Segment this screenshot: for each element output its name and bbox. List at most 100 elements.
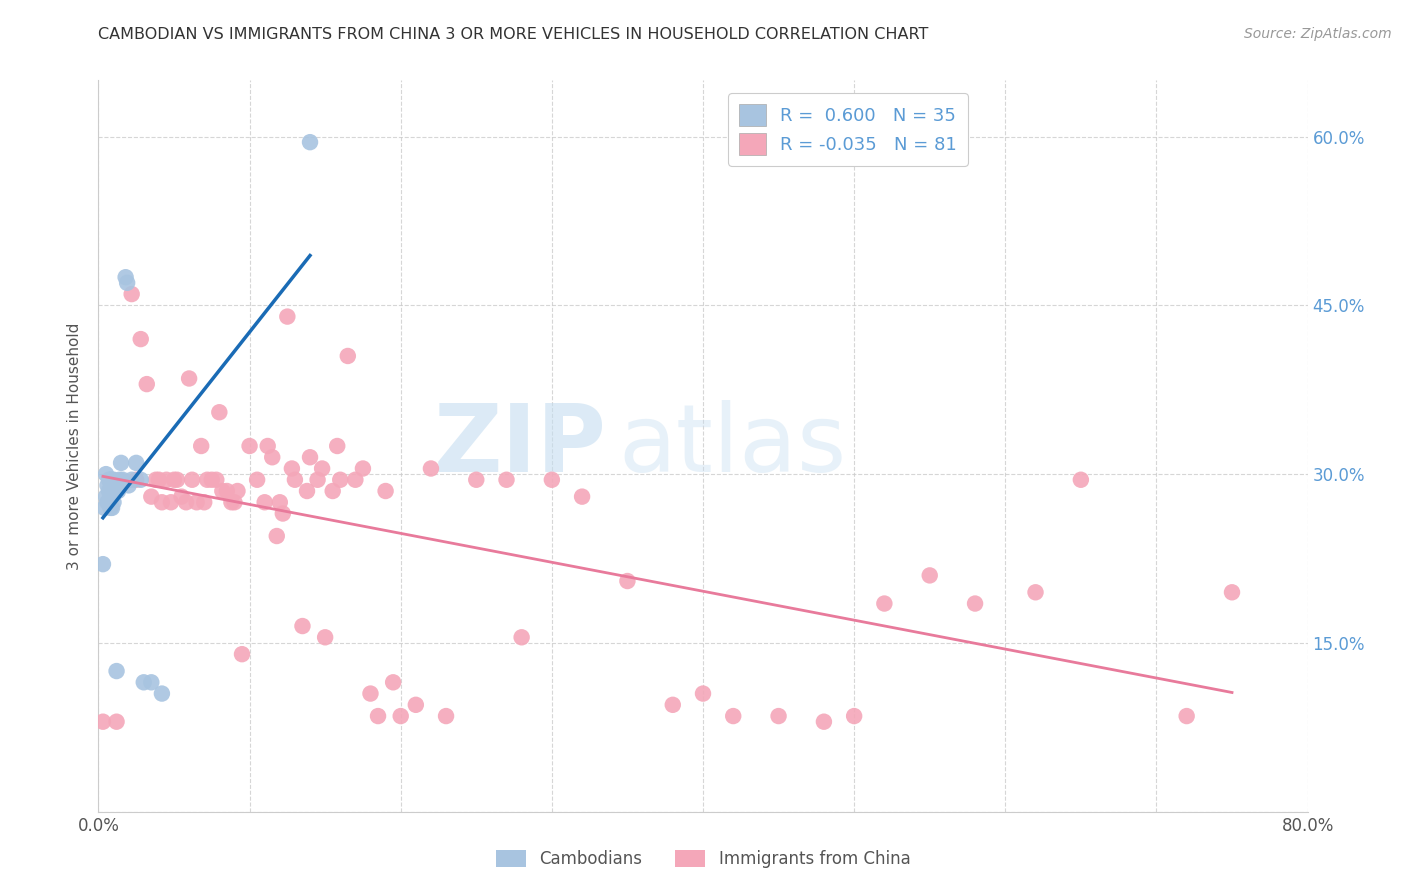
Point — [98, 473, 121, 487]
Point — [295, 483, 318, 498]
Point — [121, 473, 143, 487]
Point — [101, 473, 124, 487]
Point — [322, 483, 344, 498]
Point — [129, 332, 152, 346]
Point — [692, 687, 714, 701]
Point — [389, 709, 412, 723]
Point — [103, 473, 125, 487]
Point — [170, 490, 193, 504]
Point — [160, 495, 183, 509]
Point — [299, 135, 322, 149]
Point — [420, 461, 443, 475]
Point — [344, 473, 367, 487]
Point — [1070, 473, 1092, 487]
Point — [93, 500, 115, 515]
Point — [155, 473, 177, 487]
Point — [129, 473, 152, 487]
Point — [253, 495, 276, 509]
Point — [96, 478, 118, 492]
Point — [132, 675, 155, 690]
Point — [918, 568, 941, 582]
Point — [768, 709, 790, 723]
Point — [100, 473, 122, 487]
Point — [495, 473, 517, 487]
Y-axis label: 3 or more Vehicles in Household: 3 or more Vehicles in Household — [67, 322, 83, 570]
Text: Source: ZipAtlas.com: Source: ZipAtlas.com — [1244, 27, 1392, 41]
Text: ZIP: ZIP — [433, 400, 606, 492]
Point — [111, 473, 134, 487]
Point — [103, 483, 125, 498]
Point — [193, 495, 215, 509]
Point — [329, 473, 352, 487]
Point — [125, 456, 148, 470]
Point — [374, 483, 396, 498]
Point — [105, 483, 128, 498]
Point — [291, 619, 314, 633]
Point — [434, 709, 457, 723]
Point — [114, 270, 136, 285]
Point — [336, 349, 359, 363]
Text: atlas: atlas — [619, 400, 846, 492]
Legend: Cambodians, Immigrants from China: Cambodians, Immigrants from China — [489, 843, 917, 875]
Point — [105, 664, 128, 678]
Point — [231, 647, 253, 661]
Point — [307, 473, 329, 487]
Point — [190, 439, 212, 453]
Point — [256, 439, 278, 453]
Point — [145, 473, 167, 487]
Point — [104, 483, 127, 498]
Point — [186, 495, 208, 509]
Point — [98, 483, 121, 498]
Point — [107, 478, 129, 492]
Point — [224, 495, 246, 509]
Point — [141, 490, 163, 504]
Point — [405, 698, 427, 712]
Point — [314, 630, 336, 644]
Point — [723, 709, 745, 723]
Point — [1024, 585, 1046, 599]
Point — [166, 473, 188, 487]
Point — [662, 698, 685, 712]
Point — [239, 439, 262, 453]
Point — [201, 473, 224, 487]
Point — [211, 483, 233, 498]
Point — [226, 483, 249, 498]
Point — [269, 495, 291, 509]
Point — [91, 557, 114, 571]
Point — [105, 714, 128, 729]
Point — [135, 377, 157, 392]
Point — [1175, 709, 1198, 723]
Point — [616, 574, 638, 588]
Point — [121, 287, 143, 301]
Point — [208, 405, 231, 419]
Point — [352, 461, 374, 475]
Point — [94, 467, 117, 482]
Point — [246, 473, 269, 487]
Point — [108, 473, 131, 487]
Point — [96, 495, 118, 509]
Point — [100, 500, 122, 515]
Point — [465, 473, 488, 487]
Point — [571, 490, 593, 504]
Point — [215, 483, 238, 498]
Point — [107, 483, 129, 498]
Point — [94, 490, 117, 504]
Point — [150, 495, 173, 509]
Point — [965, 597, 987, 611]
Point — [205, 473, 228, 487]
Point — [311, 461, 333, 475]
Point — [101, 500, 124, 515]
Point — [813, 714, 835, 729]
Point — [91, 714, 114, 729]
Point — [266, 529, 288, 543]
Point — [101, 490, 124, 504]
Point — [195, 473, 218, 487]
Point — [104, 478, 127, 492]
Text: CAMBODIAN VS IMMIGRANTS FROM CHINA 3 OR MORE VEHICLES IN HOUSEHOLD CORRELATION C: CAMBODIAN VS IMMIGRANTS FROM CHINA 3 OR … — [98, 27, 929, 42]
Point — [326, 439, 349, 453]
Point — [174, 495, 197, 509]
Point — [367, 709, 389, 723]
Point — [360, 687, 382, 701]
Point — [844, 709, 866, 723]
Point — [179, 371, 201, 385]
